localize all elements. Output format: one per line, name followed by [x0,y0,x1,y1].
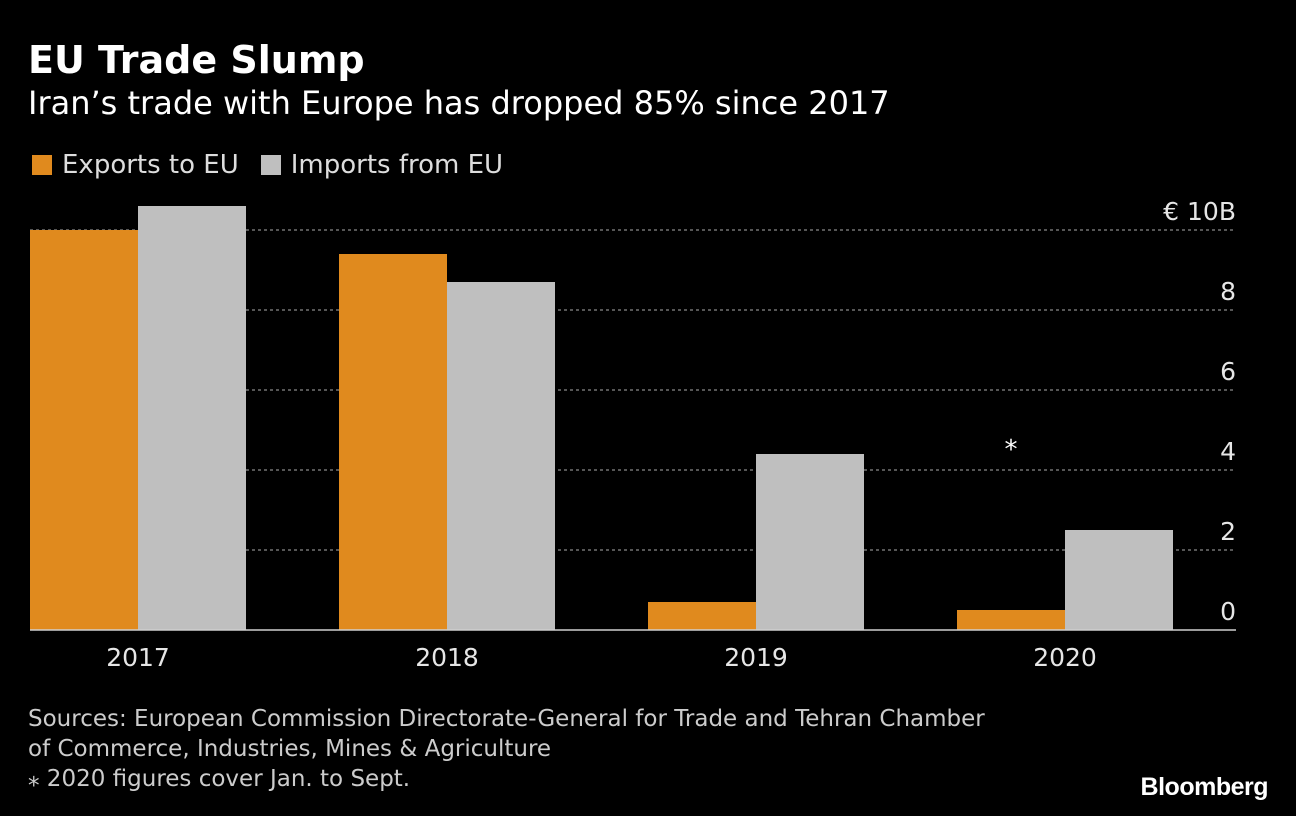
legend-swatch-imports [260,155,281,175]
legend-item-exports: Exports to EU [32,150,239,180]
x-tick-label: 2017 [106,643,170,672]
bar-imports-2017 [138,206,246,630]
legend: Exports to EU Imports from EU [32,150,525,180]
footnote: ⁎ 2020 figures cover Jan. to Sept. [28,766,411,792]
chart-title: EU Trade Slump [28,38,365,82]
legend-label-exports: Exports to EU [62,150,239,180]
y-tick-label: € 10B [1163,197,1236,226]
x-tick-label: 2019 [724,643,788,672]
bar-chart: 0 2 4 6 8 € 10B 2017 2018 2019 2020 ⁎ [30,197,1236,672]
bar-imports-2020 [1065,530,1173,630]
sources-line-2: of Commerce, Industries, Mines & Agricul… [28,736,552,762]
annotation-asterisk: ⁎ [1005,427,1018,457]
bar-exports-2018 [339,254,447,630]
y-tick-label: 0 [1220,597,1236,626]
bar-exports-2019 [648,602,756,630]
x-tick-label: 2018 [415,643,479,672]
y-tick-label: 4 [1220,437,1236,466]
bar-imports-2019 [756,454,864,630]
bar-imports-2018 [447,282,555,630]
y-tick-label: 8 [1220,277,1236,306]
y-tick-label: 2 [1220,517,1236,546]
sources-note: Sources: European Commission Directorate… [28,704,985,794]
bloomberg-logo: Bloomberg [1140,773,1269,801]
legend-swatch-exports [32,155,52,175]
bar-exports-2017 [30,230,138,630]
legend-item-imports: Imports from EU [260,150,504,180]
bar-exports-2020 [957,610,1065,630]
chart-subtitle: Iran’s trade with Europe has dropped 85%… [28,84,890,122]
x-tick-label: 2020 [1033,643,1097,672]
y-tick-label: 6 [1220,357,1236,386]
legend-label-imports: Imports from EU [290,150,504,180]
sources-line-1: Sources: European Commission Directorate… [28,706,985,732]
